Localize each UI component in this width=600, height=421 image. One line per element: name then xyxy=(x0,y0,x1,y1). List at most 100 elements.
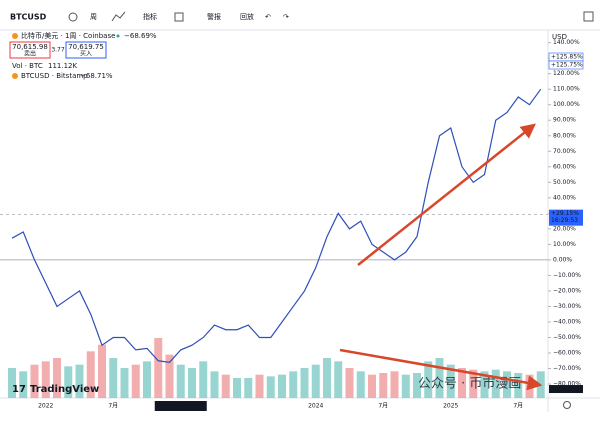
symbol[interactable]: BTCUSD xyxy=(10,13,47,22)
volume-bar xyxy=(109,358,118,398)
volume-bar xyxy=(75,364,84,398)
legend-title: 比特币/美元 · 1周 · Coinbase xyxy=(21,31,115,40)
volume-bar xyxy=(469,369,478,398)
y-tick-label: −40.00% xyxy=(553,318,581,325)
volume-bar xyxy=(413,373,421,398)
y-tick-label: 140.00% xyxy=(553,39,580,46)
buy-box[interactable] xyxy=(65,41,107,59)
watermark: 公众号 · 币市漫画 xyxy=(418,376,521,392)
alerts[interactable]: 警报 xyxy=(207,12,221,21)
last-tag-label: +125.75% xyxy=(551,62,583,69)
volume-bar xyxy=(278,374,286,398)
crosshair-tag-label: +29.15% xyxy=(551,210,579,217)
volume-bar xyxy=(480,371,489,398)
layout-icon[interactable] xyxy=(174,12,184,22)
price-line xyxy=(11,88,542,363)
chart-type-icon[interactable] xyxy=(111,11,126,22)
fullscreen-icon[interactable] xyxy=(583,11,594,22)
btc-icon xyxy=(12,33,18,39)
volume-bar xyxy=(289,371,298,398)
settings-icon[interactable] xyxy=(563,401,571,409)
redo[interactable]: ↷ xyxy=(283,13,289,21)
volume-bar xyxy=(188,368,196,398)
y-tick-label: −30.00% xyxy=(553,303,581,310)
volume-bar xyxy=(356,371,365,398)
volume-bar xyxy=(345,368,354,398)
volume-bar xyxy=(165,354,174,398)
volume-title: Vol · BTC xyxy=(12,62,43,70)
volume-bar xyxy=(41,361,50,398)
volume-bar xyxy=(8,368,16,398)
volume-bar xyxy=(154,338,163,398)
y-tick-label: −80.00% xyxy=(553,381,581,388)
crosshair-tag-time: 16:29:53 xyxy=(551,217,578,224)
volume-bar xyxy=(131,364,140,398)
replay[interactable]: 回放 xyxy=(240,12,254,21)
volume-bar xyxy=(120,368,129,398)
y-tick-label: −50.00% xyxy=(553,334,581,341)
volume-bar xyxy=(199,361,208,398)
y-tick-label: 50.00% xyxy=(553,179,576,186)
volume-bar xyxy=(458,368,466,398)
volume-bar xyxy=(525,374,534,398)
low-tag-label: −83.22% xyxy=(551,386,579,393)
compare-title: BTCUSD · Bitstamp xyxy=(21,72,88,80)
volume-bar xyxy=(300,368,309,398)
y-tick-label: 90.00% xyxy=(553,117,576,124)
legend-change: −68.69% xyxy=(124,32,157,40)
indicators[interactable]: 指标 xyxy=(143,12,157,21)
y-tick-label: 80.00% xyxy=(553,132,576,139)
crosshair-tag xyxy=(549,209,583,226)
sell-box[interactable] xyxy=(9,41,51,59)
volume-value: 111.12K xyxy=(48,62,77,70)
y-tick-label: 100.00% xyxy=(553,101,580,108)
undo[interactable]: ↶ xyxy=(265,13,271,21)
volume-bar xyxy=(64,366,73,398)
volume-bar xyxy=(176,364,185,398)
buy-label: 买入 xyxy=(80,50,92,58)
volume-bar xyxy=(98,344,106,398)
volume-bar xyxy=(210,371,219,398)
x-tick-label: 7月 xyxy=(513,403,523,410)
x-tick-label: 7月 xyxy=(108,403,118,410)
y-tick-label: 60.00% xyxy=(553,163,576,170)
volume-bar xyxy=(401,374,410,398)
y-tick-label: −70.00% xyxy=(553,365,581,372)
volume-bar xyxy=(503,371,511,398)
x-tick-label: 2025 xyxy=(443,403,458,410)
volume-bar xyxy=(368,374,376,398)
volume-bar xyxy=(446,364,455,398)
sell-label: 卖出 xyxy=(24,50,36,58)
volume-bar xyxy=(255,374,264,398)
volume-bar xyxy=(390,371,399,398)
volume-bar xyxy=(53,358,61,398)
volume-bar xyxy=(379,373,388,398)
brand: TradingView xyxy=(30,384,99,395)
x-tick-label: 2024 xyxy=(308,403,323,410)
volume-bar xyxy=(233,378,241,398)
plot: 140.00%130.00%120.00%110.00%100.00%90.00… xyxy=(0,39,584,411)
y-tick-label: 0.00% xyxy=(553,256,572,263)
volume-bar xyxy=(311,364,320,398)
y-tick-label: −10.00% xyxy=(553,272,581,279)
volume-bar xyxy=(514,373,523,398)
buy-price: 70,619.75 xyxy=(68,43,104,51)
y-tick-label: 110.00% xyxy=(553,86,580,93)
crosshair-time-box xyxy=(154,401,207,411)
spread: 3.77 xyxy=(51,47,65,54)
volume-bar xyxy=(334,361,343,398)
volume-bar xyxy=(30,364,39,398)
brand-logo: 17 xyxy=(12,384,26,395)
y-tick-label: 120.00% xyxy=(553,70,580,77)
toolbar xyxy=(0,0,600,30)
volume-bar xyxy=(435,358,444,398)
y-tick-label: 20.00% xyxy=(553,225,576,232)
y-tick-label: 70.00% xyxy=(553,148,576,155)
add-icon[interactable] xyxy=(68,12,78,22)
y-tick-label: 10.00% xyxy=(553,241,576,248)
crosshair-time-label: 周一 2023-01-02 xyxy=(156,403,205,410)
volume-bar xyxy=(86,351,95,398)
interval[interactable]: 周 xyxy=(90,13,97,21)
volume-bar xyxy=(424,361,433,398)
